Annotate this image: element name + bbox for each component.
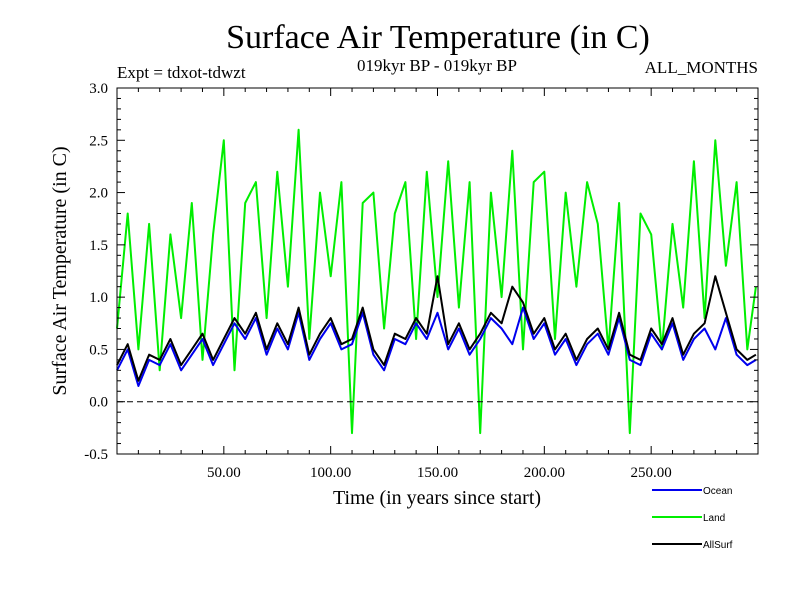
legend-label-ocean: Ocean [703, 486, 732, 497]
chart-title: Surface Air Temperature (in C) [226, 19, 650, 56]
subtitle-period: 019kyr BP - 019kyr BP [357, 56, 517, 75]
x-tick-label: 200.00 [524, 465, 565, 481]
y-tick-label: 2.0 [89, 186, 108, 202]
y-tick-label: 1.0 [89, 290, 108, 306]
series-layer [116, 128, 757, 435]
x-axis-label: Time (in years since start) [333, 487, 541, 509]
axes: 50.00 100.00 150.00 200.00 250.00 -0.5 0.0 0.5 1… [84, 81, 759, 481]
subtitle-experiment: Expt = tdxot-tdwzt [117, 63, 246, 82]
y-axis-label: Surface Air Temperature (in C) [49, 146, 71, 395]
legend-label-allsurf: AllSurf [703, 540, 733, 551]
y-tick-label: -0.5 [84, 447, 108, 463]
y-tick-label: 0.0 [89, 395, 108, 411]
subtitle-months: ALL_MONTHS [645, 58, 758, 77]
legend: Ocean Land AllSurf [652, 486, 733, 551]
series-line-ocean [116, 306, 757, 387]
x-tick-label: 150.00 [417, 465, 458, 481]
plot-frame [116, 87, 759, 455]
y-tick-label: 3.0 [89, 81, 108, 97]
series-line-allsurf [116, 275, 757, 382]
series-line-land [116, 128, 757, 435]
y-tick-label: 0.5 [89, 342, 108, 358]
x-tick-label: 250.00 [631, 465, 672, 481]
y-tick-label: 1.5 [89, 238, 108, 254]
x-tick-label: 50.00 [207, 465, 241, 481]
y-tick-label: 2.5 [89, 133, 108, 149]
x-tick-label: 100.00 [310, 465, 351, 481]
legend-label-land: Land [703, 513, 725, 524]
